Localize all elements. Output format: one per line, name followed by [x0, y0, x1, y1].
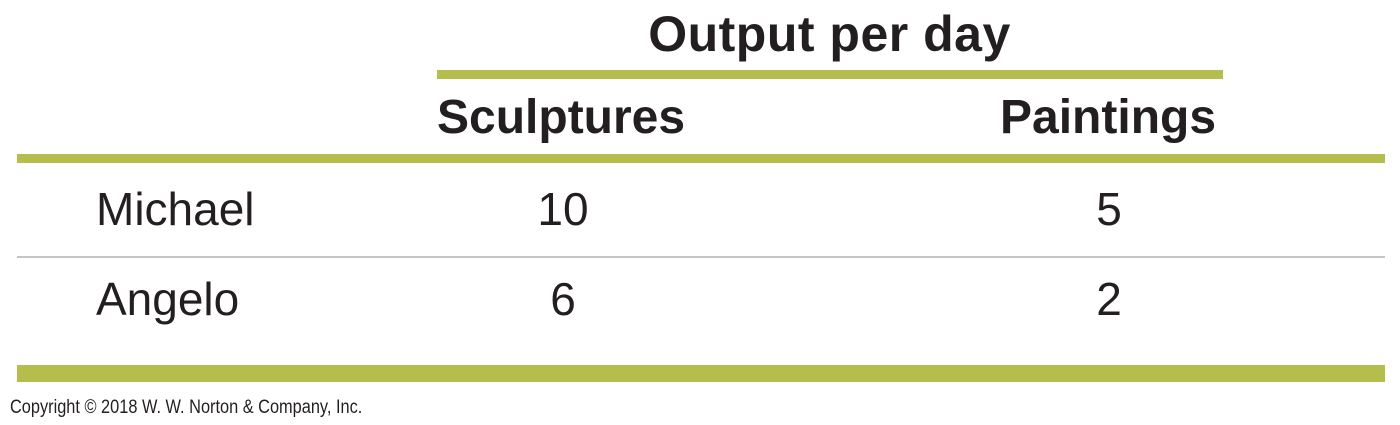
- cell-michael-paintings: 5: [1096, 183, 1122, 235]
- bottom-rule: [17, 365, 1385, 382]
- header-rule: [17, 154, 1385, 163]
- cell-angelo-sculptures: 6: [550, 273, 576, 325]
- group-header-rule: [437, 70, 1223, 79]
- row-label-angelo: Angelo: [96, 273, 240, 325]
- copyright-notice: Copyright © 2018 W. W. Norton & Company,…: [10, 397, 363, 418]
- row-label-michael: Michael: [96, 183, 255, 235]
- cell-angelo-paintings: 2: [1096, 273, 1122, 325]
- column-header-sculptures: Sculptures: [437, 91, 686, 144]
- group-header-output-per-day: Output per day: [648, 6, 1011, 62]
- row-divider: [17, 256, 1385, 258]
- column-header-paintings: Paintings: [1000, 91, 1217, 144]
- cell-michael-sculptures: 10: [537, 183, 589, 235]
